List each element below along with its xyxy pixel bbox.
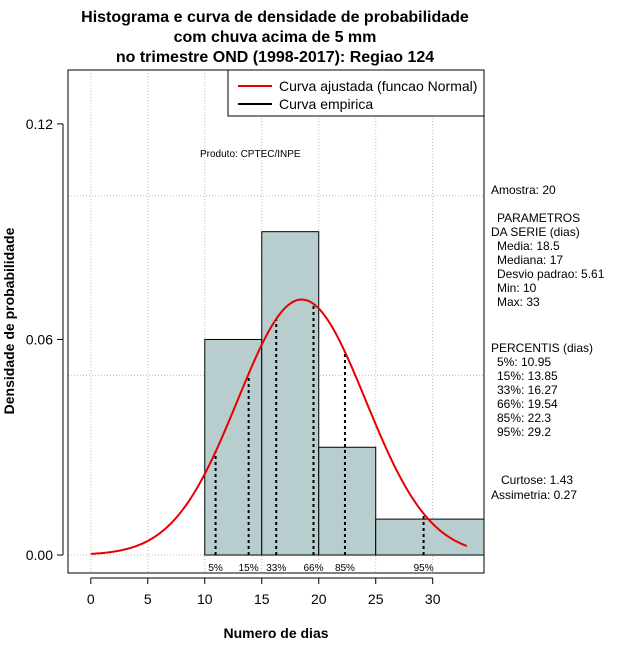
x-axis-title: Numero de dias [223,625,328,641]
legend: Curva ajustada (funcao Normal) Curva emp… [227,69,485,117]
histogram-bar [318,446,377,556]
percentile-label: 5% [208,563,223,574]
x-tick-label: 15 [254,591,270,607]
percentil-5: 5%: 10.95 [497,355,551,369]
chart-title-line-2: com chuva acima de 5 mm [174,29,377,46]
percentil-95: 95%: 29.2 [497,425,551,439]
percentil-85: 85%: 22.3 [497,411,551,425]
x-tick-label: 20 [311,591,327,607]
percentil-15: 15%: 13.85 [497,369,558,383]
y-tick-label: 0.06 [26,331,53,347]
x-tick-label: 25 [368,591,384,607]
legend-label-empirical-curve: Curva empirica [279,96,373,112]
percentile-label: 85% [335,563,355,574]
histogram-bar [261,231,320,556]
y-tick-label: 0.12 [26,116,53,132]
percentile-lines: 5% 15% 33% 66% 85% 95% [208,303,434,574]
percentile-label: 33% [266,563,286,574]
kurtosis: Curtose: 1.43 [501,473,573,487]
sample-size: Amostra: 20 [491,183,556,197]
x-tick-label: 0 [87,591,95,607]
percentile-label: 66% [303,563,323,574]
param-std-dev: Desvio padrao: 5.61 [497,267,605,281]
param-median: Mediana: 17 [497,253,563,267]
normal-curve-group [90,298,468,555]
axes: 0 5 10 15 20 25 30 0.00 0.06 0.12 [26,116,441,607]
histogram-bar [375,518,485,556]
percentil-66: 66%: 19.54 [497,397,558,411]
param-mean: Media: 18.5 [497,239,560,253]
skewness: Assimetria: 0.27 [491,488,577,502]
params-header-1: PARAMETROS [497,211,580,225]
legend-box [227,69,485,117]
normal-fit-curve [90,298,468,555]
product-annotation: Produto: CPTEC/INPE [200,149,301,160]
histogram-bars [204,231,485,556]
params-header-2: DA SERIE (dias) [491,225,580,239]
statistics-panel: Amostra: 20 PARAMETROS DA SERIE (dias) M… [491,183,605,502]
legend-label-fitted-curve: Curva ajustada (funcao Normal) [279,78,477,94]
y-tick-label: 0.00 [26,547,53,563]
chart-title-line-1: Histograma e curva de densidade de proba… [81,9,469,26]
percentil-33: 33%: 16.27 [497,383,558,397]
histogram-bar [204,338,263,556]
x-tick-label: 30 [425,591,441,607]
param-max: Max: 33 [497,295,540,309]
chart-title-line-3: no trimestre OND (1998-2017): Regiao 124 [116,49,434,66]
x-tick-label: 10 [197,591,213,607]
y-axis-title: Densidade de probabilidade [1,227,17,414]
param-min: Min: 10 [497,281,537,295]
percentile-label: 15% [239,563,259,574]
percentis-header: PERCENTIS (dias) [491,341,593,355]
percentile-label: 95% [414,563,434,574]
x-tick-label: 5 [144,591,152,607]
